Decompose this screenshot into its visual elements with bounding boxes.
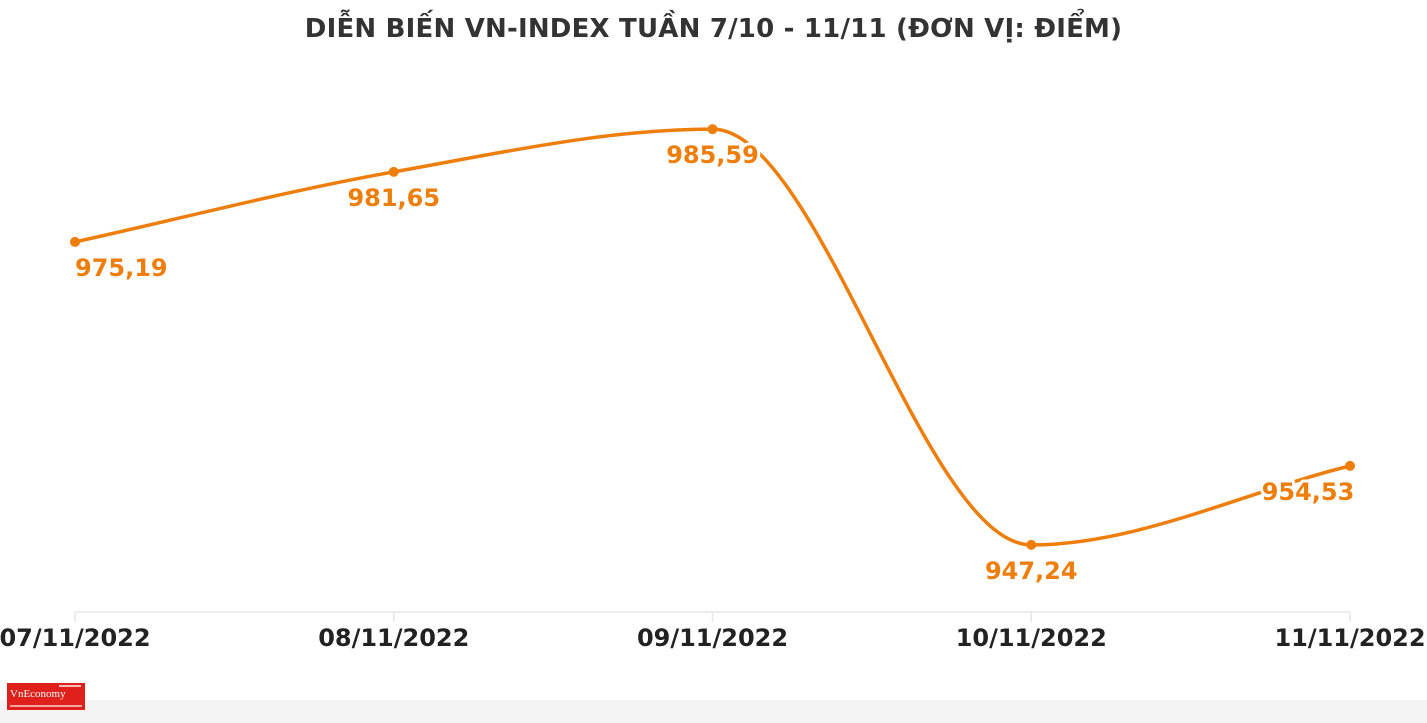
data-label: 975,19 — [75, 254, 168, 282]
x-axis-labels: 07/11/2022 08/11/2022 09/11/2022 10/11/2022… — [0, 624, 1426, 652]
data-point — [707, 124, 718, 135]
x-tick-label: 11/11/2022 — [1274, 624, 1425, 652]
data-label: 985,59 — [666, 141, 759, 169]
footer-band — [0, 700, 1427, 723]
vneconomy-logo: VnEconomy — [7, 683, 85, 710]
x-tick-label: 10/11/2022 — [956, 624, 1107, 652]
data-point — [1026, 539, 1037, 550]
data-label: 947,24 — [985, 557, 1078, 585]
series-points — [70, 124, 1355, 550]
x-axis-ticks — [74, 612, 1351, 622]
logo-text: VnEconomy — [10, 688, 66, 700]
data-point — [388, 166, 399, 177]
data-label: 981,65 — [347, 184, 440, 212]
chart-title: DIỄN BIẾN VN-INDEX TUẦN 7/10 - 11/11 (ĐƠ… — [304, 14, 1123, 44]
data-point — [1345, 460, 1355, 471]
x-tick-label: 08/11/2022 — [318, 624, 469, 652]
series-data-labels: 975,19 981,65 985,59 947,24 954,53 — [72, 138, 1357, 588]
data-label: 954,53 — [1262, 478, 1355, 506]
x-tick-label: 07/11/2022 — [0, 624, 151, 652]
data-point — [70, 236, 80, 247]
series-line — [73, 127, 1352, 547]
x-tick-label: 09/11/2022 — [637, 624, 788, 652]
